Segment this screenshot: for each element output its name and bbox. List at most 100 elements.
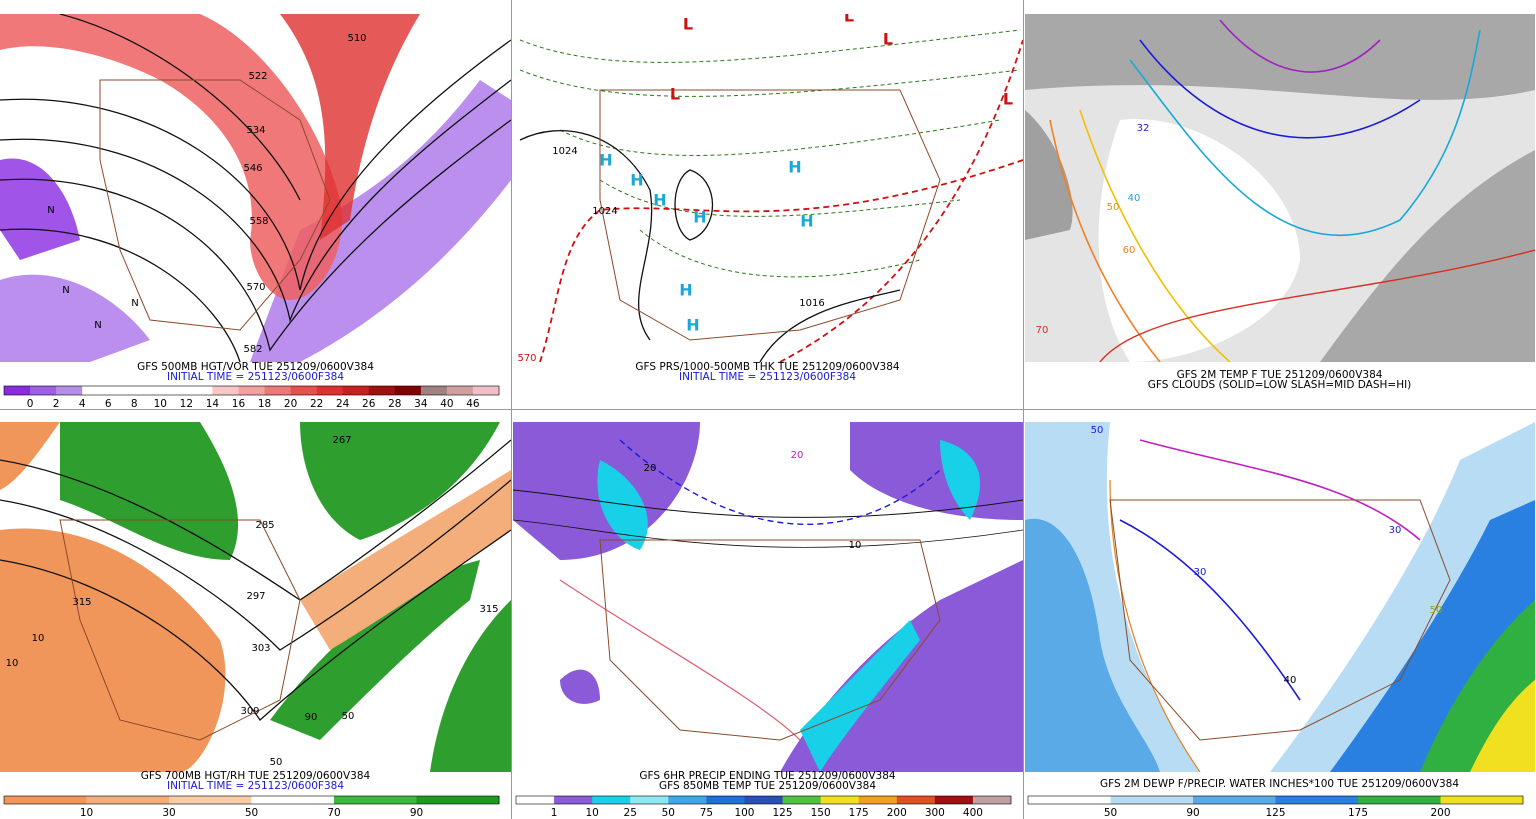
caption: INITIAL TIME = 251123/0600F384: [167, 780, 344, 792]
contour-label: 60: [1123, 245, 1136, 256]
contour-label: 315: [479, 604, 498, 615]
contour-label: 50: [1107, 202, 1120, 213]
colorbar-label: 0: [27, 398, 34, 410]
colorbar-label: 6: [105, 398, 112, 410]
caption: GFS PRS/1000-500MB THK TUE 251209/0600V3…: [635, 361, 899, 373]
colorbar-label: 90: [410, 807, 423, 819]
colorbar-swatch: [86, 796, 170, 804]
map-temperature-clouds: 32 40 50 60 70: [1025, 14, 1535, 362]
colorbar-swatch: [1110, 796, 1194, 804]
colorbar-label: 10: [154, 398, 167, 410]
contour-label: 50: [1091, 425, 1104, 436]
high-marker: H: [599, 151, 612, 170]
contour-label: 10: [849, 540, 862, 551]
high-marker: H: [788, 158, 801, 177]
contour-label: 30: [1389, 525, 1402, 536]
colorbar-label: 20: [284, 398, 297, 410]
colorbar-label: 50: [662, 807, 675, 819]
contour-label: 90: [305, 712, 318, 723]
colorbar-label: 50: [1104, 807, 1117, 819]
low-marker: L: [1003, 90, 1013, 109]
contour-label: 267: [332, 435, 351, 446]
colorbar-label: 25: [624, 807, 637, 819]
colorbar-label: 8: [131, 398, 138, 410]
colorbar-frame: [1027, 795, 1524, 805]
map-700mb-rh: 315 315 10 10 267 285 297 303 309 50 90 …: [0, 422, 511, 772]
colorbar-swatch: [334, 796, 417, 804]
colorbar-label: 18: [258, 398, 271, 410]
map-pressure-thickness: H H H H H H H H L L L L L 1024 1024 1016…: [513, 14, 1023, 364]
contour-label: 40: [1284, 675, 1297, 686]
contour-label: 20: [791, 450, 804, 461]
contour-label: 10: [32, 633, 45, 644]
contour-label: 20: [644, 463, 657, 474]
colorbar-frame: [3, 385, 500, 396]
contour-label: 32: [1137, 123, 1150, 134]
colorbar-swatch: [169, 796, 252, 804]
colorbar-swatch: [82, 386, 109, 395]
colorbar-label: 125: [773, 807, 793, 819]
colorbar-swatch: [316, 386, 344, 395]
colorbar-frame: [3, 795, 500, 805]
contour-label: N: [131, 298, 138, 309]
colorbar-label: 400: [963, 807, 983, 819]
colorbar-label: 2: [53, 398, 60, 410]
contour-label: 534: [246, 125, 265, 136]
colorbar-label: 28: [388, 398, 401, 410]
colorbar-label: 175: [1348, 807, 1368, 819]
colorbar-label: 100: [734, 807, 754, 819]
colorbar-swatch: [186, 386, 213, 395]
high-marker: H: [679, 281, 692, 300]
contour-label: 50: [342, 711, 355, 722]
colorbar-swatch: [630, 796, 669, 804]
high-marker: H: [686, 316, 699, 335]
caption: GFS CLOUDS (SOLID=LOW SLASH=MID DASH=HI): [1148, 379, 1412, 391]
caption: GFS 850MB TEMP TUE 251209/0600V384: [659, 780, 876, 792]
contour-label: 570: [517, 353, 536, 364]
low-marker: L: [670, 85, 680, 104]
colorbar-label: 300: [925, 807, 945, 819]
caption: GFS 500MB HGT/VOR TUE 251209/0600V384: [137, 361, 374, 373]
colorbar-swatch: [4, 796, 87, 804]
caption: INITIAL TIME = 251123/0600F384: [679, 371, 856, 383]
colorbar-swatch: [290, 386, 318, 395]
map-dewpoint-pw: 50 30 40 50 30: [1025, 422, 1535, 772]
caption: GFS 2M DEWP F/PRECIP. WATER INCHES*100 T…: [1100, 778, 1459, 790]
high-marker: H: [653, 191, 666, 210]
colorbar-swatch: [238, 386, 266, 395]
contour-label: 582: [243, 344, 262, 355]
colorbar-label: 125: [1265, 807, 1285, 819]
colorbar-label: 30: [162, 807, 175, 819]
low-marker: L: [883, 30, 893, 49]
high-marker: H: [800, 212, 813, 231]
colorbar-label: 10: [585, 807, 598, 819]
colorbar-swatch: [56, 386, 83, 395]
colorbar-swatch: [472, 386, 500, 395]
caption: GFS 2M TEMP F TUE 251209/0600V384: [1177, 369, 1383, 381]
colorbar-swatch: [1028, 796, 1111, 804]
colorbar-swatch: [108, 386, 135, 395]
colorbar-swatch: [342, 386, 370, 395]
colorbar-swatch: [160, 386, 187, 395]
colorbar-label: 75: [700, 807, 713, 819]
map-500mb: 510 522 534 546 558 570 582 N N N N: [0, 14, 511, 362]
colorbar-swatch: [554, 796, 593, 804]
colorbar-label: 34: [414, 398, 428, 410]
contour-label: 1016: [799, 298, 824, 309]
colorbar-label: 4: [79, 398, 86, 410]
contour-label: 40: [1128, 193, 1141, 204]
colorbar-label: 50: [245, 807, 258, 819]
colorbar-label: 22: [310, 398, 323, 410]
colorbar-label: 26: [362, 398, 376, 410]
colorbar-swatch: [896, 796, 936, 804]
colorbar-swatch: [394, 386, 422, 395]
colorbar-label: 150: [811, 807, 831, 819]
colorbar-swatch: [212, 386, 239, 395]
colorbar-label: 12: [180, 398, 193, 410]
colorbar-swatch: [134, 386, 161, 395]
colorbar-swatch: [1193, 796, 1276, 804]
contour-label: 10: [6, 658, 19, 669]
contour-label: 70: [1036, 325, 1049, 336]
colorbar-swatch: [1275, 796, 1359, 804]
